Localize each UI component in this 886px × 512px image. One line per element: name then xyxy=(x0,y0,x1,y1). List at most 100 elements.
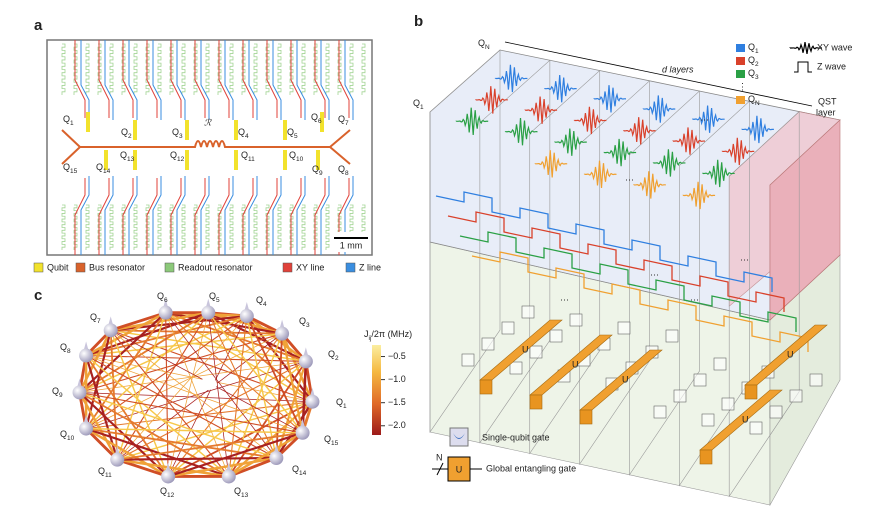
label-base: Q xyxy=(478,38,485,48)
qubit xyxy=(320,112,324,132)
coupling-edge xyxy=(207,312,230,477)
qubit xyxy=(133,120,137,140)
readout-resonator xyxy=(229,43,234,95)
xy-wave xyxy=(652,149,686,177)
xy-wave xyxy=(494,64,528,93)
label-rest: /2π (MHz) xyxy=(371,329,412,339)
single-qubit-gate xyxy=(481,337,495,351)
label-base: Q xyxy=(338,164,345,174)
single-qubit-gate xyxy=(617,321,631,335)
readout-resonator xyxy=(121,43,126,95)
entangling-gate-front xyxy=(579,409,593,425)
label-sub: 8 xyxy=(345,170,349,177)
xy-wave xyxy=(721,137,755,166)
xy-line xyxy=(266,40,278,255)
colorbar xyxy=(372,345,381,435)
xy-wave xyxy=(603,138,637,167)
qubit xyxy=(234,150,238,170)
qubit-node xyxy=(201,305,216,320)
single-qubit-gate xyxy=(653,405,667,419)
single-qubit-gate xyxy=(721,397,735,411)
colorbar-title: Jij/2π (MHz) xyxy=(364,329,412,341)
xy-wave xyxy=(583,160,617,189)
qubit-label: Q13 xyxy=(120,150,135,162)
qubit xyxy=(185,120,189,140)
qubit-label: Q2 xyxy=(328,349,339,361)
qubit-label: Q5 xyxy=(209,291,220,303)
label-base: Q xyxy=(121,127,128,137)
label-sub: 6 xyxy=(318,118,322,125)
label-sub: 15 xyxy=(331,440,339,447)
xy-wave xyxy=(475,86,508,114)
qubit-label: Q9 xyxy=(52,386,63,398)
coupling-edge xyxy=(167,312,209,477)
readout-resonator xyxy=(193,43,198,95)
label-base: Q xyxy=(299,316,306,326)
qubit-label: Q8 xyxy=(338,164,349,176)
qst-side xyxy=(769,119,841,321)
label-sub: 4 xyxy=(245,133,249,140)
depth-arrow xyxy=(504,41,813,107)
qubit-node xyxy=(110,452,125,467)
readout-resonator xyxy=(289,43,294,95)
qubit-label: Q13 xyxy=(234,486,249,498)
readout-resonator xyxy=(157,204,162,250)
label-base: Q xyxy=(324,434,331,444)
readout-resonator xyxy=(181,43,186,95)
xy-wave xyxy=(573,106,607,135)
readout-resonator xyxy=(97,43,102,95)
entangling-gate-front xyxy=(744,384,758,400)
readout-resonator xyxy=(109,43,114,95)
xy-line xyxy=(290,40,302,255)
readout-resonator xyxy=(277,204,282,250)
legend-swatch xyxy=(33,262,44,273)
xy-wave xyxy=(623,117,656,145)
qubit-node xyxy=(275,326,290,341)
xy-wave xyxy=(672,127,706,155)
qubit xyxy=(86,112,90,132)
coupling-edge xyxy=(79,311,209,394)
gate-legend: N xyxy=(436,452,443,462)
qubit-label: Q10 xyxy=(60,429,75,441)
qubit-label: Q4 xyxy=(238,127,249,139)
readout-resonator xyxy=(133,43,138,95)
colorbar-tick-label: −2.0 xyxy=(388,420,406,430)
readout-resonator xyxy=(217,43,222,95)
label-base: Q xyxy=(256,295,263,305)
legend-label: Qubit xyxy=(47,262,69,272)
coupling-edge xyxy=(207,312,277,459)
coupling-edge xyxy=(207,312,304,434)
xy-wave xyxy=(633,171,666,199)
readout-resonator xyxy=(253,204,258,250)
coupling-edge xyxy=(85,354,230,478)
qubit-label: Q9 xyxy=(312,164,323,176)
z-line xyxy=(128,40,138,255)
qubit-label: Q1 xyxy=(63,114,74,126)
label-base: Q xyxy=(60,429,67,439)
qubit-label: Q1 xyxy=(336,397,347,409)
qubit-node xyxy=(79,421,94,436)
legend-swatch xyxy=(736,57,745,65)
xy-wave xyxy=(642,95,676,123)
qubit-node xyxy=(161,469,176,484)
label-sub: 1 xyxy=(420,104,424,111)
ellipsis: ⋯ xyxy=(740,254,749,264)
readout-resonator xyxy=(325,43,330,95)
qubit-node xyxy=(72,385,87,400)
label-base: Q xyxy=(52,386,59,396)
single-qubit-gate xyxy=(769,405,783,419)
legend-swatch xyxy=(736,70,745,78)
single-qubit-gate xyxy=(461,353,475,367)
qubit-label: Q3 xyxy=(172,127,183,139)
z-wave xyxy=(447,211,785,312)
legend-swatch xyxy=(75,262,86,273)
qubit xyxy=(185,150,189,170)
readout-resonator xyxy=(229,204,234,250)
single-qubit-gate xyxy=(521,305,535,319)
qubit-label: Q15 xyxy=(63,162,78,174)
z-wave xyxy=(459,231,797,332)
colorbar-tick-label: −1.0 xyxy=(388,374,406,384)
